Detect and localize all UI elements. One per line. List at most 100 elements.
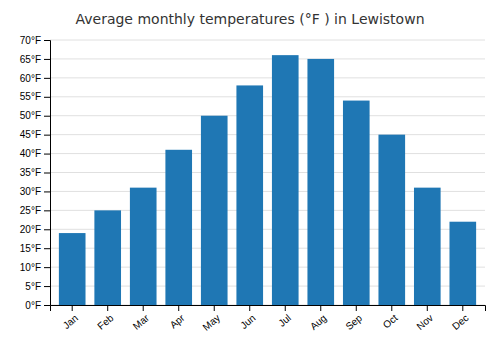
tick-label: 30°F xyxy=(20,186,41,197)
tick: 5°F xyxy=(25,281,50,292)
grid-line xyxy=(50,58,485,59)
tick-label: May xyxy=(201,312,223,333)
tick: 0°F xyxy=(25,300,50,311)
grid-line xyxy=(50,40,485,41)
tick-label: 60°F xyxy=(20,73,41,84)
tick-label: Feb xyxy=(95,312,116,332)
grid-line xyxy=(50,134,485,135)
tick-mark xyxy=(214,305,215,311)
tick-mark xyxy=(44,78,50,79)
tick-label: 45°F xyxy=(20,129,41,140)
tick: Nov xyxy=(414,305,435,332)
bar xyxy=(378,135,405,305)
tick-label: 0°F xyxy=(25,300,41,311)
tick: 10°F xyxy=(20,262,50,273)
bar xyxy=(343,101,370,305)
x-axis: Jan Feb Mar Apr May Jun Jul Aug Sep Oct Nov Dec xyxy=(51,305,486,333)
tick-mark xyxy=(427,305,428,311)
tick-label: Sep xyxy=(343,312,364,332)
grid-line xyxy=(50,77,485,78)
tick: 50°F xyxy=(20,110,50,121)
tick: 25°F xyxy=(20,205,50,216)
tick-label: 15°F xyxy=(20,243,41,254)
tick-label: 10°F xyxy=(20,262,41,273)
tick: Jan xyxy=(61,305,80,331)
tick-mark xyxy=(44,97,50,98)
bar xyxy=(59,233,86,305)
tick-label: 70°F xyxy=(20,35,41,46)
tick-label: 25°F xyxy=(20,205,41,216)
tick: Dec xyxy=(450,305,471,332)
bar xyxy=(307,59,334,305)
tick-mark xyxy=(285,305,286,311)
tick: 70°F xyxy=(20,35,50,46)
title: Average monthly temperatures (°F ) in Le… xyxy=(75,11,424,27)
tick-mark xyxy=(44,248,50,249)
tick-label: Jan xyxy=(61,312,80,331)
tick-label: Jul xyxy=(276,312,293,329)
bar xyxy=(94,210,121,305)
tick-label: Dec xyxy=(450,312,471,332)
tick: Apr xyxy=(168,305,188,331)
tick-mark xyxy=(143,305,144,311)
tick: 60°F xyxy=(20,73,50,84)
grid-line xyxy=(50,153,485,154)
grid-line xyxy=(50,96,485,97)
tick: 35°F xyxy=(20,167,50,178)
tick-mark xyxy=(391,305,392,311)
bar xyxy=(201,116,228,305)
tick-mark xyxy=(44,305,50,306)
tick-mark xyxy=(249,305,250,311)
chart: 0°F 5°F 10°F 15°F 20°F 25°F 30°F 35°F 40°F 45°F 50… xyxy=(0,0,500,350)
tick: Jun xyxy=(238,305,257,331)
bars xyxy=(59,55,476,305)
tick-mark xyxy=(178,305,179,311)
y-axis: 0°F 5°F 10°F 15°F 20°F 25°F 30°F 35°F 40°F 45°F 50… xyxy=(20,35,51,311)
tick-label: 40°F xyxy=(20,148,41,159)
grid-line xyxy=(50,115,485,116)
grid-line xyxy=(50,172,485,173)
bar xyxy=(449,222,476,305)
tick-mark xyxy=(44,135,50,136)
grid xyxy=(50,40,485,305)
tick-label: 5°F xyxy=(25,281,41,292)
tick-mark xyxy=(44,229,50,230)
tick-mark xyxy=(44,116,50,117)
tick: Jul xyxy=(276,305,293,329)
tick-label: Aug xyxy=(308,312,329,332)
bar xyxy=(130,188,157,305)
tick-mark xyxy=(107,305,108,311)
bar xyxy=(236,85,263,305)
tick-mark xyxy=(72,305,73,311)
tick: Mar xyxy=(131,305,152,332)
bar xyxy=(165,150,192,305)
bar xyxy=(414,188,441,305)
tick: Sep xyxy=(343,305,364,332)
tick-label: 55°F xyxy=(20,91,41,102)
tick-label: Jun xyxy=(238,312,257,331)
tick: 20°F xyxy=(20,224,50,235)
tick-label: Mar xyxy=(131,312,152,332)
bar xyxy=(272,55,299,305)
tick-mark xyxy=(462,305,463,311)
tick: Aug xyxy=(308,305,329,332)
plot: 0°F 5°F 10°F 15°F 20°F 25°F 30°F 35°F 40°F 45°F 50… xyxy=(20,35,486,333)
tick-mark xyxy=(44,173,50,174)
tick-mark xyxy=(356,305,357,311)
tick-mark xyxy=(320,305,321,311)
tick-mark xyxy=(44,267,50,268)
tick: Oct xyxy=(381,305,400,331)
tick-mark xyxy=(44,286,50,287)
tick-mark xyxy=(44,59,50,60)
tick-mark xyxy=(44,210,50,211)
tick-label: Oct xyxy=(381,312,400,331)
tick-label: Nov xyxy=(414,312,435,332)
tick-label: 20°F xyxy=(20,224,41,235)
tick: 45°F xyxy=(20,129,50,140)
axis-line xyxy=(44,41,51,306)
tick: May xyxy=(201,305,223,333)
tick-label: 65°F xyxy=(20,54,41,65)
tick: 40°F xyxy=(20,148,50,159)
tick: 55°F xyxy=(20,91,50,102)
tick: 65°F xyxy=(20,54,50,65)
